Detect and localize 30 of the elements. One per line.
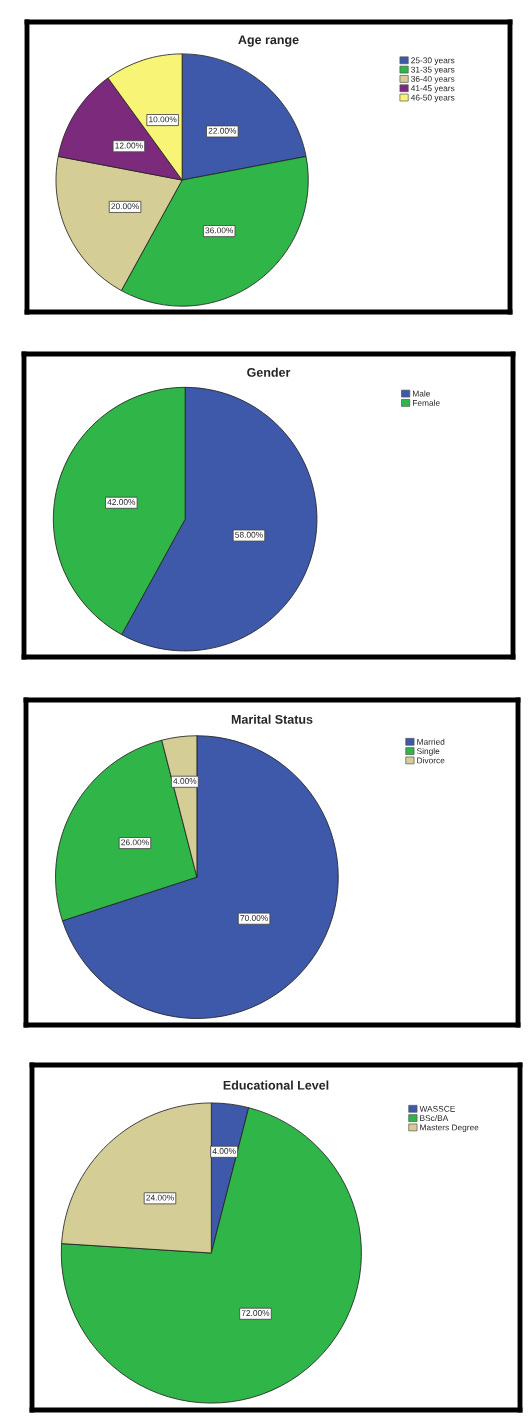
chart-title: Educational Level [223, 1080, 329, 1090]
data-label: 72.00% [241, 1310, 270, 1316]
legend-label: WASSCE [419, 1105, 455, 1112]
legend-label: Married [417, 738, 445, 745]
data-label: 26.00% [121, 839, 149, 846]
legend-label: 31-35 years [411, 66, 455, 75]
legend-label: Divorce [417, 757, 445, 764]
data-label: 12.00% [115, 142, 143, 149]
data-label: 10.00% [149, 116, 177, 123]
data-label: 70.00% [240, 915, 268, 921]
legend-label: BSc/BA [420, 1114, 449, 1122]
legend-label: Masters Degree [420, 1124, 479, 1133]
data-label: 42.00% [107, 499, 136, 505]
legend-label: 46-50 years [410, 94, 455, 103]
legend-label: Single [416, 747, 440, 756]
data-label: 58.00% [235, 531, 263, 538]
data-label: 4.00% [212, 1148, 236, 1155]
data-label: 36.00% [205, 227, 234, 234]
legend-label: Male [412, 390, 430, 397]
legend-label: 41-45 years [410, 85, 455, 93]
legend-label: 25-30 years [411, 57, 455, 65]
data-label: 24.00% [146, 1194, 174, 1201]
data-label: 20.00% [111, 203, 139, 210]
data-label: 22.00% [208, 127, 237, 134]
chart-title: Marital Status [231, 714, 313, 724]
data-label: 4.00% [173, 778, 197, 784]
chart-title: Gender [247, 367, 291, 377]
chart-title: Age range [238, 35, 299, 47]
legend-label: 36-40 years [411, 75, 455, 84]
legend-label: Female [412, 399, 440, 406]
